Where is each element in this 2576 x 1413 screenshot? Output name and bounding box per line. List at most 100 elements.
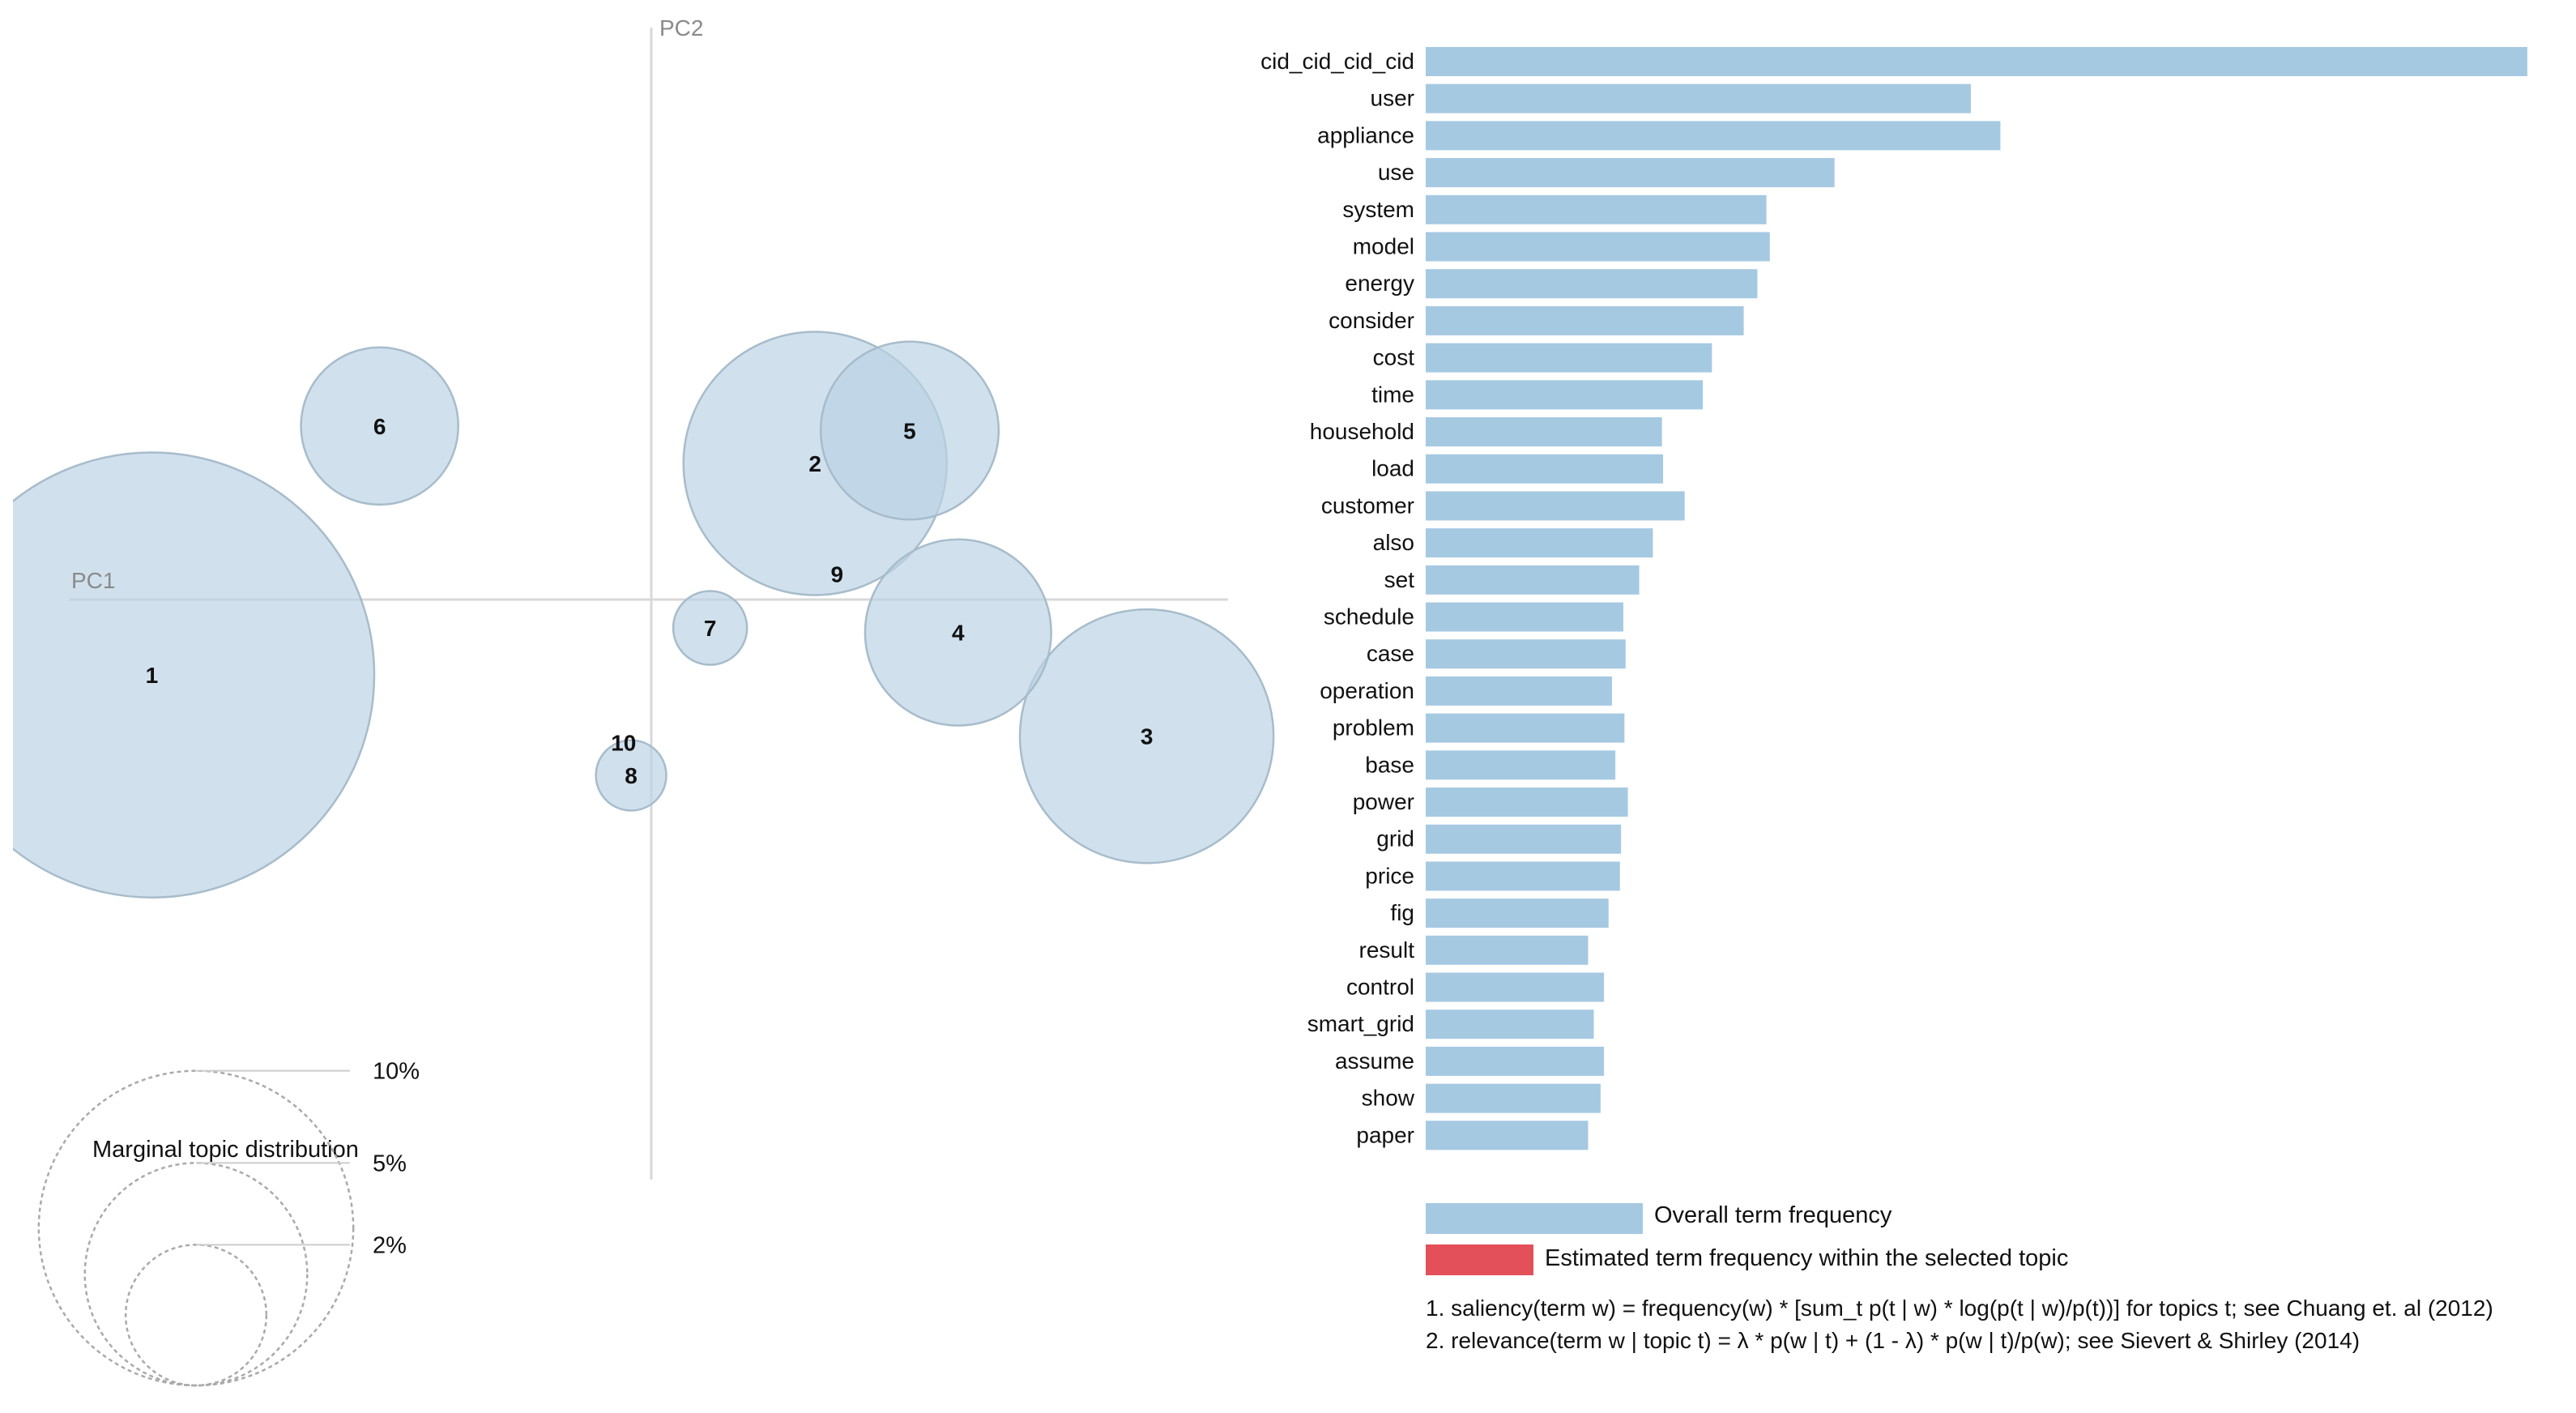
term-label-base[interactable]: base <box>1365 752 1414 777</box>
term-label-consider[interactable]: consider <box>1329 308 1414 333</box>
term-bar-control[interactable] <box>1426 972 1605 1002</box>
term-bar-problem[interactable] <box>1426 713 1625 743</box>
term-label-result[interactable]: result <box>1359 937 1415 963</box>
term-bar-grid[interactable] <box>1426 824 1622 854</box>
topic-circle-1[interactable] <box>0 451 376 899</box>
term-label-time[interactable]: time <box>1371 382 1414 407</box>
term-label-paper[interactable]: paper <box>1356 1122 1414 1147</box>
legend-label-overall: Overall term frequency <box>1654 1202 1892 1228</box>
term-bar-base[interactable] <box>1426 750 1616 780</box>
size-legend-items: 10% 5% 2% <box>37 1059 420 1387</box>
term-label-assume[interactable]: assume <box>1335 1048 1414 1074</box>
size-legend-title: Marginal topic distribution <box>92 1137 359 1163</box>
topic-label-4[interactable]: 4 <box>952 621 965 646</box>
term-label-control[interactable]: control <box>1346 975 1414 1000</box>
saliency-note: 1. saliency(term w) = frequency(w) * [su… <box>1426 1296 2493 1321</box>
term-bar-model[interactable] <box>1426 232 1770 262</box>
term-bar-use[interactable] <box>1426 158 1835 188</box>
topic-circle-8[interactable] <box>595 739 667 812</box>
topic-label-2[interactable]: 2 <box>808 451 821 476</box>
term-label-user[interactable]: user <box>1371 86 1414 111</box>
size-legend-circle-10 <box>37 1069 355 1387</box>
term-label-fig[interactable]: fig <box>1390 900 1414 925</box>
term-bar-household[interactable] <box>1426 417 1662 446</box>
term-label-cost[interactable]: cost <box>1373 345 1415 370</box>
topic-label-3[interactable]: 3 <box>1141 724 1154 749</box>
topic-label-1[interactable]: 1 <box>146 663 159 688</box>
topic-circle-7[interactable] <box>672 590 748 666</box>
term-bar-assume[interactable] <box>1426 1046 1605 1076</box>
term-label-also[interactable]: also <box>1373 530 1414 555</box>
term-label-system[interactable]: system <box>1342 197 1414 222</box>
term-bar-operation[interactable] <box>1426 676 1612 706</box>
term-bar-power[interactable] <box>1426 788 1628 817</box>
term-bar-case[interactable] <box>1426 639 1626 669</box>
term-label-power[interactable]: power <box>1353 789 1414 814</box>
topic-label-9[interactable]: 9 <box>830 562 843 587</box>
term-label-model[interactable]: model <box>1353 234 1414 259</box>
term-bar-customer[interactable] <box>1426 491 1685 521</box>
term-label-show[interactable]: show <box>1362 1086 1415 1111</box>
size-legend: Marginal topic distribution 10% 5% 2% <box>37 1059 420 1387</box>
term-bar-consider[interactable] <box>1426 305 1744 335</box>
term-bar-schedule[interactable] <box>1426 602 1623 632</box>
size-legend-circle-5 <box>83 1162 309 1387</box>
pc2-axis-title: PC2 <box>659 15 703 41</box>
term-label-price[interactable]: price <box>1365 863 1414 888</box>
term-bar-price[interactable] <box>1426 861 1620 891</box>
term-label-cid_cid_cid_cid[interactable]: cid_cid_cid_cid <box>1260 49 1414 74</box>
term-bar-also[interactable] <box>1426 528 1653 558</box>
topic-labels: 1 2 3 4 5 6 7 8 9 10 <box>146 414 1154 788</box>
term-bar-smart_grid[interactable] <box>1426 1010 1594 1039</box>
size-legend-label-5: 5% <box>373 1150 407 1176</box>
pc1-axis-title: PC1 <box>71 568 115 593</box>
legend-swatch-selected <box>1426 1244 1533 1275</box>
term-bar-time[interactable] <box>1426 380 1704 410</box>
term-label-household[interactable]: household <box>1310 419 1414 444</box>
topic-label-5[interactable]: 5 <box>903 418 916 443</box>
footnotes: 1. saliency(term w) = frequency(w) * [su… <box>1426 1296 2493 1353</box>
term-bar-energy[interactable] <box>1426 269 1758 299</box>
term-label-set[interactable]: set <box>1384 567 1415 592</box>
topic-circle-6[interactable] <box>300 346 459 506</box>
relevance-note: 2. relevance(term w | topic t) = λ * p(w… <box>1426 1328 2360 1353</box>
term-bar-paper[interactable] <box>1426 1121 1589 1150</box>
term-label-schedule[interactable]: schedule <box>1324 604 1414 630</box>
term-label-use[interactable]: use <box>1378 160 1414 185</box>
term-bars <box>1426 47 2527 1150</box>
legend-swatch-overall <box>1426 1203 1643 1234</box>
topic-circle-3[interactable] <box>1018 608 1275 864</box>
topic-label-8[interactable]: 8 <box>625 763 638 788</box>
term-label-operation[interactable]: operation <box>1320 678 1414 703</box>
topic-circle-5[interactable] <box>819 340 1000 521</box>
term-label-load[interactable]: load <box>1371 456 1414 481</box>
term-bar-fig[interactable] <box>1426 899 1609 928</box>
term-label-problem[interactable]: problem <box>1333 715 1414 741</box>
term-bar-system[interactable] <box>1426 194 1767 224</box>
term-bar-result[interactable] <box>1426 935 1589 965</box>
term-label-case[interactable]: case <box>1367 641 1414 666</box>
term-label-grid[interactable]: grid <box>1376 826 1414 852</box>
topic-label-7[interactable]: 7 <box>704 616 717 641</box>
term-bar-appliance[interactable] <box>1426 121 2001 151</box>
term-bar-cost[interactable] <box>1426 343 1712 373</box>
term-label-appliance[interactable]: appliance <box>1317 122 1414 147</box>
term-bar-user[interactable] <box>1426 83 1971 113</box>
topic-circle-4[interactable] <box>864 538 1052 727</box>
bar-legend: Overall term frequency Estimated term fr… <box>1426 1202 2068 1275</box>
term-bar-load[interactable] <box>1426 454 1664 484</box>
legend-label-selected: Estimated term frequency within the sele… <box>1545 1245 2068 1271</box>
term-bar-set[interactable] <box>1426 565 1640 595</box>
topic-label-10[interactable]: 10 <box>611 730 636 755</box>
topic-label-6[interactable]: 6 <box>373 414 386 439</box>
term-label-customer[interactable]: customer <box>1321 493 1414 518</box>
term-label-energy[interactable]: energy <box>1345 271 1414 296</box>
term-bar-show[interactable] <box>1426 1083 1601 1113</box>
topic-circles <box>0 331 1275 899</box>
term-bar-cid_cid_cid_cid[interactable] <box>1426 47 2527 76</box>
term-label-smart_grid[interactable]: smart_grid <box>1307 1011 1414 1036</box>
